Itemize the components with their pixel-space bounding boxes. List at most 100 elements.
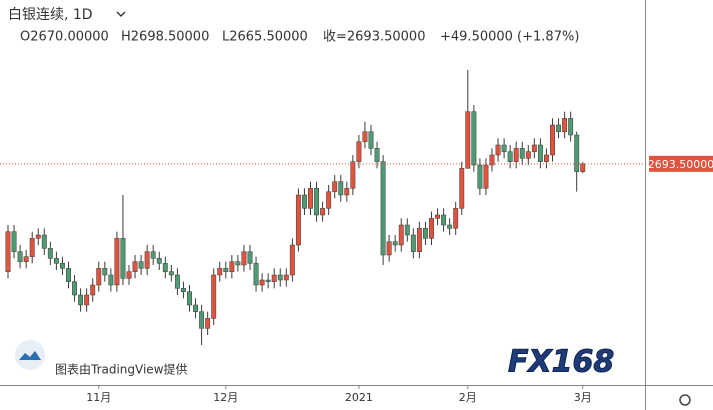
candle-body: [374, 148, 380, 162]
candle-body: [265, 279, 271, 282]
candle-body: [289, 244, 295, 276]
candle-body: [108, 274, 114, 286]
candle-body: [501, 144, 507, 152]
candle-body: [156, 258, 162, 264]
last-price-label: 2693.50000: [648, 158, 713, 171]
tv-icon: [19, 351, 41, 360]
candle-body: [435, 214, 441, 219]
candle-body: [96, 268, 102, 286]
candle-body: [489, 154, 495, 166]
logo: FX168: [508, 345, 614, 380]
candle-body: [537, 144, 543, 162]
plot-area: [5, 70, 586, 345]
candle-body: [513, 148, 519, 162]
candle-body: [5, 231, 11, 272]
last-price-tag: [649, 155, 713, 172]
candle-body: [235, 261, 241, 266]
candle-body: [441, 214, 447, 226]
candle-body: [60, 263, 65, 269]
candle-body: [283, 274, 289, 281]
candle-body: [447, 224, 453, 229]
candle-body: [223, 268, 229, 272]
candle-body: [241, 251, 247, 266]
candle-body: [495, 144, 501, 156]
candle-body: [483, 164, 489, 189]
candle-body: [174, 274, 180, 289]
dropdown-icon[interactable]: [116, 11, 126, 17]
candle-body: [295, 194, 301, 246]
candle-body: [338, 181, 344, 196]
candle-body: [416, 228, 422, 252]
candle-body: [247, 251, 253, 264]
candle-body: [144, 251, 150, 269]
candle-body: [11, 231, 17, 252]
candle-body: [187, 291, 192, 306]
candle-body: [356, 141, 362, 162]
x-tick-label: 12月: [213, 391, 238, 404]
candle-body: [41, 234, 47, 249]
candle-body: [114, 238, 120, 286]
candle-body: [120, 238, 126, 279]
watermark: 图表由TradingView提供: [55, 362, 188, 377]
candle-body: [465, 111, 471, 169]
candle-body: [525, 151, 531, 159]
candle-body: [562, 118, 568, 132]
candle-body: [211, 274, 217, 319]
candle-body: [168, 271, 174, 276]
candle-body: [568, 118, 574, 136]
candle-body: [53, 258, 59, 264]
candle-body: [580, 163, 586, 172]
ohlc-change: +49.50000 (+1.87%): [440, 30, 579, 45]
candle-body: [314, 188, 320, 216]
candle-body: [410, 234, 416, 252]
candle-body: [66, 268, 71, 282]
settings-icon[interactable]: [679, 394, 691, 406]
candle-body: [302, 194, 307, 209]
ohlc-low: L2665.50000: [222, 30, 308, 45]
candle-body: [531, 144, 537, 152]
x-tick-label: 2月: [459, 391, 477, 404]
candle-body: [126, 271, 132, 279]
candle-body: [362, 131, 368, 142]
candle-body: [132, 261, 138, 272]
candle-body: [471, 111, 477, 166]
candle-body: [332, 181, 338, 192]
candle-body: [459, 168, 465, 209]
candle-body: [350, 161, 356, 189]
candle-body: [271, 274, 277, 282]
candle-body: [229, 261, 235, 272]
candle-body: [519, 148, 525, 159]
candle-body: [556, 124, 561, 132]
candle-body: [477, 164, 483, 189]
candle-body: [398, 224, 404, 246]
candle-body: [17, 251, 23, 262]
ohlc-high: H2698.50000: [121, 30, 209, 45]
candle-body: [259, 279, 265, 286]
x-tick-label: 3月: [574, 391, 592, 404]
candle-body: [78, 294, 84, 306]
x-tick-label: 11月: [86, 391, 111, 404]
candle-body: [102, 268, 108, 276]
candle-body: [253, 263, 259, 286]
candle-body: [205, 318, 211, 329]
candle-body: [392, 241, 398, 246]
candle-body: [84, 294, 90, 306]
symbol-title[interactable]: 白银连续, 1D: [8, 6, 93, 23]
candle-body: [47, 248, 53, 259]
candle-body: [326, 191, 332, 209]
candle-body: [380, 161, 386, 256]
candle-body: [138, 261, 144, 269]
candle-body: [72, 281, 77, 296]
candle-body: [23, 256, 29, 262]
candle-body: [90, 284, 96, 296]
candle-body: [507, 151, 513, 162]
candle-body: [181, 288, 186, 292]
candle-body: [29, 238, 35, 257]
ohlc-close: 收=2693.50000: [323, 30, 425, 45]
candle-body: [193, 304, 199, 312]
tv-icon-bg: [15, 340, 45, 370]
candle-body: [368, 131, 374, 149]
candle-body: [544, 154, 549, 162]
